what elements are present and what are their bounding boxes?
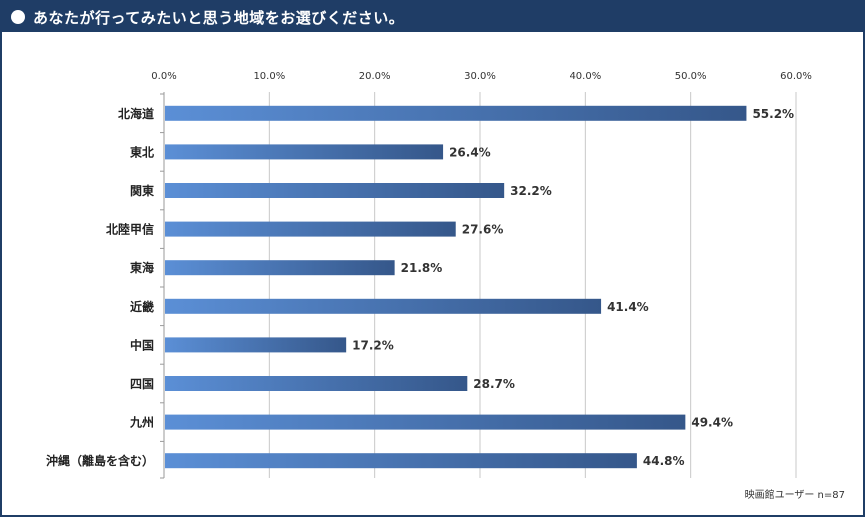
x-tick-label: 30.0% — [464, 71, 496, 82]
bar — [165, 453, 637, 469]
data-label: 21.8% — [401, 261, 443, 275]
x-tick-label: 20.0% — [359, 71, 391, 82]
data-label: 32.2% — [510, 184, 552, 198]
x-tick-label: 40.0% — [569, 71, 601, 82]
category-label: 中国 — [130, 337, 154, 352]
bar — [165, 183, 505, 198]
x-tick-label: 0.0% — [151, 71, 176, 82]
category-label: 四国 — [130, 377, 154, 391]
bar — [165, 105, 747, 121]
category-label: 北陸甲信 — [106, 222, 154, 237]
category-label: 近畿 — [130, 299, 154, 314]
question-header: あなたが行ってみたいと思う地域をお選びください。 — [2, 2, 863, 32]
category-label: 沖縄（離島を含む） — [46, 453, 154, 468]
bar — [165, 376, 468, 391]
x-tick-label: 10.0% — [253, 71, 285, 82]
data-label: 44.8% — [643, 454, 685, 468]
data-label: 28.7% — [473, 377, 515, 391]
bar-chart: 0.0% 10.0% 20.0% 30.0% 40.0% 50.0% 60.0% 北海道 55… — [46, 71, 812, 479]
x-tick-label: 50.0% — [675, 71, 707, 82]
category-label: 九州 — [129, 415, 154, 430]
category-label: 東海 — [130, 260, 154, 275]
bars: 北海道 55.2% 東北 26.4% 関東 32.2% 北陸甲信 27.6% 東海 21.8% 近畿… — [46, 93, 794, 479]
bar — [165, 337, 347, 353]
data-label: 55.2% — [752, 107, 794, 121]
bar — [165, 144, 444, 160]
data-label: 17.2% — [352, 338, 394, 352]
category-label: 関東 — [130, 183, 154, 198]
bar — [165, 260, 395, 276]
bullet-icon — [11, 10, 25, 24]
question-title: あなたが行ってみたいと思う地域をお選びください。 — [33, 8, 405, 27]
x-tick-label: 60.0% — [780, 71, 812, 82]
category-label: 北海道 — [118, 106, 154, 121]
bar — [165, 414, 686, 430]
data-label: 27.6% — [462, 223, 504, 237]
x-axis-ticks: 0.0% 10.0% 20.0% 30.0% 40.0% 50.0% 60.0% — [151, 71, 812, 82]
category-label: 東北 — [130, 144, 154, 159]
data-label: 41.4% — [607, 300, 649, 314]
bar — [165, 221, 456, 237]
data-label: 26.4% — [449, 145, 491, 159]
sample-note: 映画館ユーザー n=87 — [744, 490, 845, 501]
bar — [165, 298, 602, 314]
data-label: 49.4% — [691, 416, 733, 430]
